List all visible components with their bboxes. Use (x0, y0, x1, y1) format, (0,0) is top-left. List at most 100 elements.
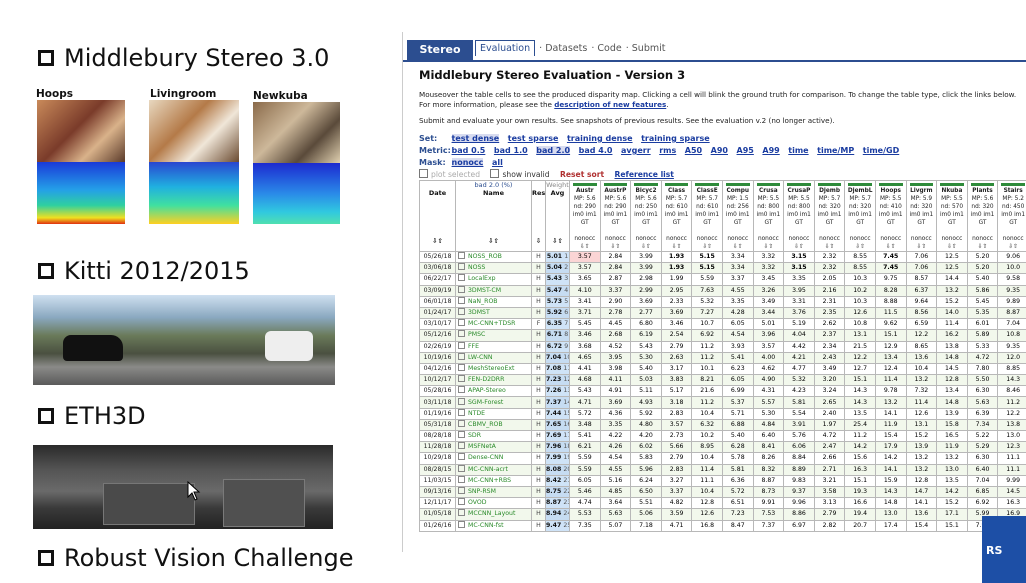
cell-score[interactable]: 4.84 (752, 418, 785, 432)
cell-score[interactable]: 14.8 (936, 396, 968, 409)
cell-score[interactable]: 3.41 (569, 295, 601, 308)
cell-score[interactable]: 2.43 (813, 351, 846, 364)
cell-score[interactable]: 16.6 (844, 497, 876, 510)
cell-score[interactable]: 10.7 (691, 318, 723, 331)
cell-score[interactable]: 3.95 (783, 284, 815, 297)
cell-score[interactable]: 14.2 (844, 441, 876, 454)
cell-score[interactable]: 5.59 (691, 273, 723, 286)
cell-score[interactable]: 8.55 (844, 262, 876, 275)
cell-score[interactable]: 4.45 (599, 318, 632, 331)
cell-score[interactable]: 11.9 (874, 418, 907, 432)
cell-score[interactable]: 14.5 (936, 362, 968, 376)
cell-score[interactable]: 11.4 (936, 318, 968, 331)
cell-score[interactable]: 2.98 (630, 273, 662, 286)
cell-score[interactable]: 3.20 (813, 374, 846, 387)
reset-sort-button[interactable]: Reset sort (560, 170, 605, 179)
col-header-crusa[interactable]: Crusa MP: 5.5 nd: 800 im0 im1 GT nonocc ⇩⇧ (752, 180, 785, 252)
cell-score[interactable]: 5.16 (599, 474, 632, 487)
cell-score[interactable]: 5.37 (721, 396, 754, 409)
cell-score[interactable]: 7.27 (691, 306, 723, 320)
cell-score[interactable]: 2.73 (660, 429, 693, 443)
col-header-compu[interactable]: Compu MP: 1.5 nd: 256 im0 im1 GT nonocc ⇩⇧ (721, 180, 754, 252)
cell-score[interactable]: 3.98 (599, 362, 632, 376)
table-row[interactable]: 01/24/17 3DMST H 5.92 6 3.71 2.78 2.77 3.69 7.27… (419, 306, 1026, 320)
cell-score[interactable]: 2.71 (813, 463, 846, 476)
cell-score[interactable]: 6.28 (721, 441, 754, 454)
cell-method[interactable]: NOSS (455, 262, 532, 275)
cell-score[interactable]: 9.89 (997, 295, 1026, 308)
cell-score[interactable]: 7.04 (966, 474, 999, 487)
col-header-plants[interactable]: Plants MP: 5.6 nd: 320 im0 im1 GT nonocc ⇩⇧ (966, 180, 999, 252)
cell-score[interactable]: 10.8 (844, 318, 876, 331)
cell-score[interactable]: 8.41 (752, 441, 785, 454)
cell-score[interactable]: 3.32 (752, 250, 785, 264)
cell-score[interactable]: 9.37 (783, 485, 815, 499)
cell-score[interactable]: 5.43 (630, 340, 662, 353)
cell-score[interactable]: 17.9 (874, 441, 907, 454)
cell-score[interactable]: 6.92 (691, 329, 723, 342)
cell-score[interactable]: 16.3 (997, 497, 1026, 510)
cell-score[interactable]: 3.34 (721, 262, 754, 275)
cell-score[interactable]: 5.46 (569, 485, 601, 499)
cell-score[interactable]: 3.27 (660, 474, 693, 487)
cell-score[interactable]: 7.80 (966, 362, 999, 376)
cell-score[interactable]: 3.59 (660, 508, 693, 521)
reference-list-link[interactable]: Reference list (614, 170, 674, 179)
cell-score[interactable]: 4.77 (783, 362, 815, 376)
cell-score[interactable]: 6.51 (721, 497, 754, 510)
plot-selected-checkbox[interactable] (419, 169, 428, 178)
metric-a95[interactable]: A95 (736, 146, 754, 155)
cell-score[interactable]: 5.66 (660, 441, 693, 454)
cell-score[interactable]: 8.21 (691, 374, 723, 387)
cell-method[interactable]: APAP-Stereo (455, 385, 532, 398)
cell-score[interactable]: 3.13 (813, 497, 846, 510)
cell-method[interactable]: FEN-D2DRR (455, 374, 532, 387)
cell-score[interactable]: 15.9 (874, 474, 907, 487)
cell-score[interactable]: 5.72 (569, 407, 601, 420)
metric-rms[interactable]: rms (659, 146, 677, 155)
cell-score[interactable]: 6.39 (966, 407, 999, 420)
table-row[interactable]: 06/22/17 LocalExp H 5.43 3 3.65 2.87 2.98 1.99 5… (419, 273, 1026, 286)
cell-score[interactable]: 7.34 (966, 418, 999, 432)
cell-score[interactable]: 2.33 (660, 295, 693, 308)
cell-score[interactable]: 14.3 (844, 385, 876, 398)
cell-score[interactable]: 6.36 (721, 474, 754, 487)
cell-score[interactable]: 6.40 (752, 429, 785, 443)
cell-score[interactable]: 5.41 (569, 429, 601, 443)
table-row[interactable]: 05/26/18 NOSS_ROB H 5.01 1 3.57 2.84 3.99 1.93 5… (419, 250, 1026, 264)
cell-score[interactable]: 7.53 (752, 508, 785, 521)
cell-score[interactable]: 3.44 (752, 306, 785, 320)
cell-score[interactable]: 2.32 (813, 250, 846, 264)
cell-score[interactable]: 6.32 (691, 418, 723, 432)
cell-score[interactable]: 2.95 (660, 284, 693, 297)
cell-score[interactable]: 25.4 (844, 418, 876, 432)
table-row[interactable]: 06/01/18 NaN_ROB H 5.73 5 3.41 2.90 3.69 2.33 5.… (419, 295, 1026, 308)
cell-score[interactable]: 3.34 (721, 250, 754, 264)
cell-score[interactable]: 3.69 (599, 396, 632, 409)
cell-method[interactable]: SGM-Forest (455, 396, 532, 409)
cell-score[interactable]: 6.06 (783, 441, 815, 454)
cell-score[interactable]: 12.6 (691, 508, 723, 521)
cell-score[interactable]: 10.3 (844, 295, 876, 308)
cell-score[interactable]: 2.37 (813, 329, 846, 342)
cell-score[interactable]: 12.8 (936, 374, 968, 387)
cell-score[interactable]: 6.05 (721, 318, 754, 331)
col-header-bicyc2[interactable]: Bicyc2 MP: 5.6 nd: 250 im0 im1 GT nonocc ⇩⇧ (630, 180, 662, 252)
cell-score[interactable]: 3.69 (630, 295, 662, 308)
cell-method[interactable]: PMSC (455, 329, 532, 342)
cell-score[interactable]: 12.4 (874, 362, 907, 376)
cell-score[interactable]: 7.32 (905, 385, 938, 398)
cell-score[interactable]: 11.2 (691, 351, 723, 364)
cell-score[interactable]: 6.85 (966, 485, 999, 499)
cell-score[interactable]: 4.00 (752, 351, 785, 364)
cell-score[interactable]: 7.63 (691, 284, 723, 297)
cell-score[interactable]: 5.32 (783, 374, 815, 387)
mask-all[interactable]: all (491, 158, 503, 167)
table-row[interactable]: 03/10/17 MC-CNN+TDSR F 6.35 7 5.45 4.45 6.80 3.… (419, 318, 1026, 331)
cell-score[interactable]: 13.9 (936, 407, 968, 420)
cell-method[interactable]: MC-CNN-acrt (455, 463, 532, 476)
